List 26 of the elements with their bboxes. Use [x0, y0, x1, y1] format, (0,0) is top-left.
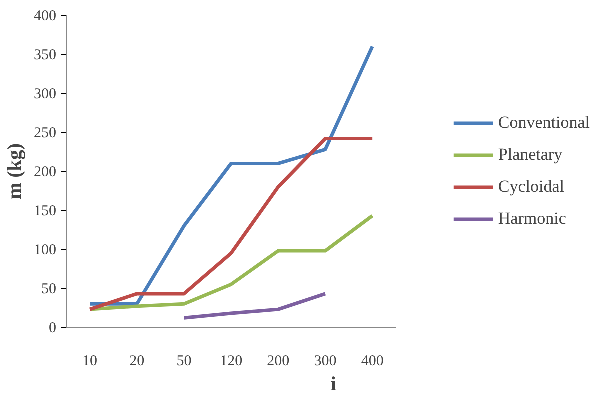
y-tick-label: 0 [49, 320, 56, 336]
y-tick-label: 100 [34, 242, 56, 258]
y-tick-label: 250 [34, 126, 56, 142]
legend-label: Cycloidal [498, 177, 564, 197]
line-series [182, 292, 328, 320]
y-tick-label: 350 [34, 48, 56, 64]
legend-label: Harmonic [498, 209, 566, 229]
line-series [88, 136, 374, 312]
x-tick-label: 50 [176, 354, 192, 370]
x-tick-label: 400 [361, 354, 384, 370]
x-tick-label: 20 [130, 354, 145, 370]
legend-label: Conventional [498, 113, 590, 133]
y-tick-label: 50 [42, 282, 56, 298]
x-axis-title: i [330, 374, 337, 396]
y-tick-label: 400 [34, 8, 56, 24]
line-series [88, 44, 374, 306]
y-tick-label: 150 [34, 204, 56, 220]
x-tick-label: 300 [314, 354, 337, 370]
x-tick-label: 200 [267, 354, 290, 370]
x-tick-label: 120 [220, 354, 243, 370]
y-axis-title: m (kg) [4, 143, 26, 200]
line-series [88, 214, 374, 312]
y-tick-label: 300 [34, 86, 56, 102]
x-tick-label: 10 [82, 354, 98, 370]
legend-label: Planetary [498, 145, 563, 165]
y-tick-label: 200 [34, 164, 56, 180]
